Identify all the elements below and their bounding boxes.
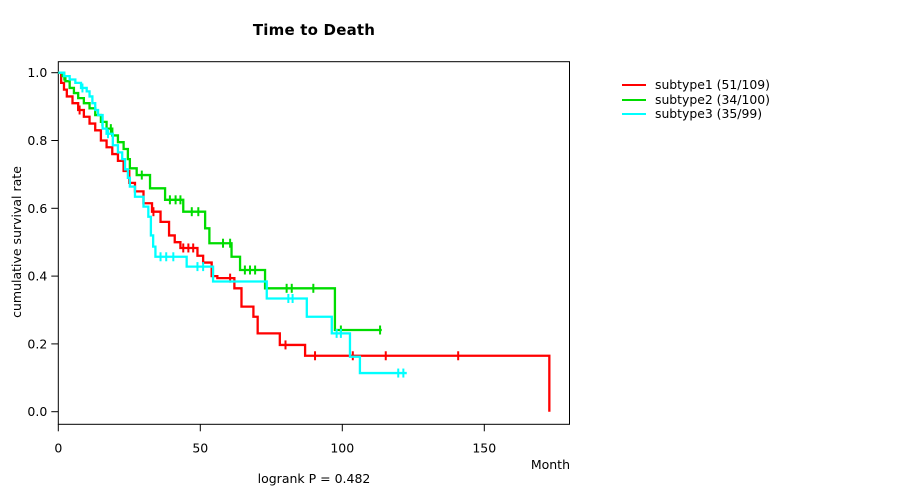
chart-title: Time to Death	[252, 21, 376, 39]
legend-row-subtype3: subtype3 (35/99)	[622, 107, 770, 122]
survival-curve-subtype2	[58, 71, 382, 332]
legend-line-icon	[622, 113, 646, 116]
x-axis-tick-label: 100	[330, 440, 354, 455]
y-axis-title: cumulative survival rate	[9, 166, 24, 318]
y-axis-tick-label: 0.8	[27, 133, 47, 148]
plot-box	[57, 61, 571, 425]
legend-row-subtype1: subtype1 (51/109)	[622, 77, 770, 93]
legend-row-subtype2: subtype2 (34/100)	[622, 91, 770, 108]
legend-line-icon	[622, 98, 646, 101]
survival-curve-subtype3	[58, 71, 407, 375]
y-axis-tick-label: 0.0	[27, 404, 47, 419]
y-axis-tick-label: 0.4	[27, 269, 47, 284]
legend: subtype1 (51/109) subtype2 (34/100) subt…	[622, 77, 770, 122]
legend-line-icon	[622, 84, 646, 87]
survival-curve-subtype1	[58, 71, 551, 412]
y-axis-tick-label: 0.2	[27, 336, 47, 351]
y-axis-tick-label: 1.0	[27, 65, 47, 80]
legend-label: subtype1 (51/109)	[655, 77, 770, 92]
legend-label: subtype2 (34/100)	[655, 91, 770, 107]
logrank-p-annotation: logrank P = 0.482	[257, 471, 371, 486]
x-axis-tick-label: 50	[192, 440, 208, 455]
x-axis-title: Month	[530, 457, 570, 472]
x-axis-tick-label: 0	[54, 440, 62, 455]
x-axis-tick-label: 150	[472, 440, 496, 455]
legend-label: subtype3 (35/99)	[655, 106, 763, 122]
y-axis-tick-label: 0.6	[27, 201, 47, 216]
